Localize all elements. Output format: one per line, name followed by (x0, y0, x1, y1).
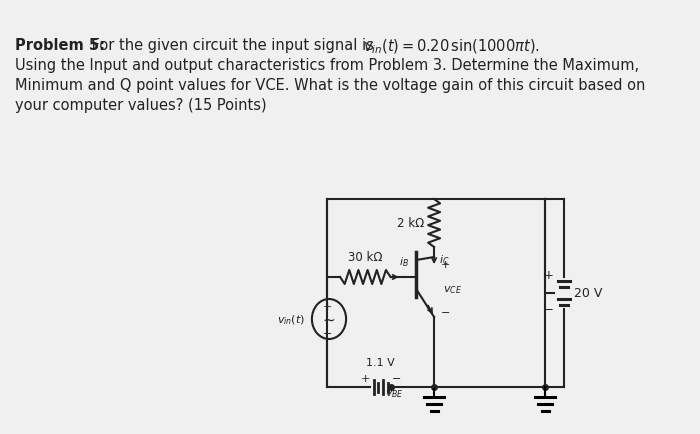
Text: +: + (441, 260, 450, 270)
Text: +: + (544, 269, 554, 282)
Text: 20 V: 20 V (574, 287, 603, 300)
Text: $i_B$: $i_B$ (398, 255, 409, 268)
Text: Problem 5:: Problem 5: (15, 38, 106, 53)
Text: $v_{CE}$: $v_{CE}$ (442, 284, 461, 296)
Text: $i_C$: $i_C$ (439, 253, 449, 266)
Text: $v_{in}(t) = 0.20\,\sin(1000\pi t)$.: $v_{in}(t) = 0.20\,\sin(1000\pi t)$. (363, 38, 540, 56)
Text: −: − (441, 307, 450, 317)
Text: +: + (323, 301, 332, 311)
Text: 30 kΩ: 30 kΩ (348, 250, 383, 263)
Text: For the given circuit the input signal is: For the given circuit the input signal i… (88, 38, 384, 53)
Text: Using the Input and output characteristics from Problem 3. Determine the Maximum: Using the Input and output characteristi… (15, 58, 640, 73)
Text: +: + (360, 373, 370, 383)
Text: your computer values? (15 Points): your computer values? (15 Points) (15, 98, 267, 113)
Text: $v_{BE}$: $v_{BE}$ (385, 387, 404, 399)
Text: −: − (323, 328, 332, 338)
Text: ~: ~ (323, 312, 335, 327)
Text: 1.1 V: 1.1 V (366, 357, 395, 367)
Text: $v_{in}(t)$: $v_{in}(t)$ (277, 312, 305, 326)
Text: 2 kΩ: 2 kΩ (397, 217, 424, 230)
Text: −: − (391, 373, 401, 383)
Text: Minimum and Q point values for VCE. What is the voltage gain of this circuit bas: Minimum and Q point values for VCE. What… (15, 78, 646, 93)
Text: −: − (544, 303, 554, 316)
